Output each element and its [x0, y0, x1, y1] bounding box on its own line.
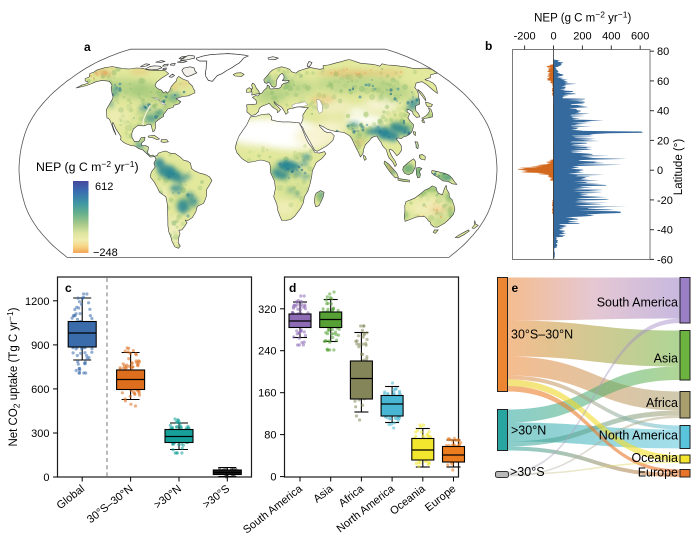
svg-text:900: 900: [31, 340, 49, 352]
svg-text:North America: North America: [599, 429, 678, 443]
svg-text:320: 320: [258, 304, 276, 316]
svg-text:a: a: [84, 40, 91, 54]
svg-text:30°S–30°N: 30°S–30°N: [511, 328, 573, 342]
svg-text:-60: -60: [657, 254, 673, 266]
svg-text:80: 80: [657, 46, 669, 58]
svg-text:>30°S: >30°S: [510, 465, 545, 479]
svg-text:−248: −248: [93, 247, 118, 259]
svg-text:NEP (g C m−2 yr−1): NEP (g C m−2 yr−1): [534, 10, 631, 25]
svg-text:Latitude (°): Latitude (°): [673, 139, 685, 196]
svg-text:Oceania: Oceania: [631, 451, 678, 465]
svg-text:-200: -200: [514, 31, 536, 43]
svg-text:b: b: [485, 39, 492, 53]
svg-text:Asia: Asia: [654, 352, 678, 366]
svg-text:1200: 1200: [25, 296, 49, 308]
svg-text:0: 0: [550, 31, 556, 43]
svg-text:200: 200: [573, 31, 591, 43]
svg-text:20: 20: [657, 135, 669, 147]
svg-text:e: e: [512, 281, 519, 295]
svg-text:600: 600: [631, 31, 649, 43]
svg-text:c: c: [65, 281, 72, 295]
svg-text:612: 612: [95, 181, 113, 193]
svg-text:600: 600: [31, 384, 49, 396]
svg-text:0: 0: [657, 165, 663, 177]
svg-text:300: 300: [31, 428, 49, 440]
svg-text:240: 240: [258, 346, 276, 358]
svg-text:>30°N: >30°N: [511, 424, 546, 438]
svg-text:Europe: Europe: [638, 466, 678, 480]
svg-text:0: 0: [43, 472, 49, 484]
svg-text:60: 60: [657, 76, 669, 88]
svg-text:Net CO2 uptake (Tg C yr−1): Net CO2 uptake (Tg C yr−1): [5, 307, 22, 446]
svg-text:80: 80: [264, 430, 276, 442]
svg-text:Africa: Africa: [646, 396, 678, 410]
svg-text:-40: -40: [657, 225, 673, 237]
svg-text:400: 400: [602, 31, 620, 43]
svg-text:40: 40: [657, 106, 669, 118]
svg-text:d: d: [289, 281, 296, 295]
svg-text:South America: South America: [597, 296, 678, 310]
svg-text:NEP (g C m−2 yr−1): NEP (g C m−2 yr−1): [36, 159, 139, 174]
svg-text:160: 160: [258, 388, 276, 400]
svg-text:0: 0: [270, 472, 276, 484]
svg-text:-20: -20: [657, 195, 673, 207]
